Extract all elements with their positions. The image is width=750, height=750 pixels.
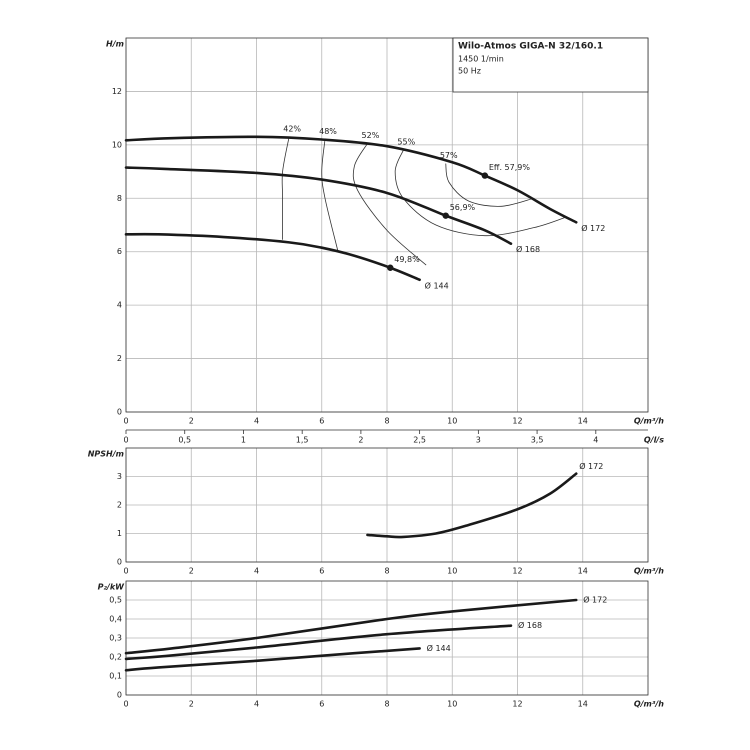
y-axis-label: NPSH/m bbox=[88, 450, 124, 459]
chart-subtitle: 1450 1/min bbox=[458, 55, 504, 64]
x-tick-label: 10 bbox=[447, 700, 457, 709]
efficiency-line bbox=[394, 150, 567, 237]
y-tick-label: 0 bbox=[117, 408, 122, 417]
x-tick-label: 6 bbox=[319, 700, 324, 709]
x2-tick-label: 0,5 bbox=[178, 436, 191, 445]
efficiency-point bbox=[387, 264, 394, 271]
curve-label: Ø 144 bbox=[425, 280, 449, 290]
x-tick-label: 0 bbox=[123, 417, 128, 426]
x-tick-label: 8 bbox=[384, 567, 389, 576]
curve-label: Ø 168 bbox=[516, 244, 540, 254]
x-axis-label: Q/m³/h bbox=[634, 700, 664, 709]
curve bbox=[124, 624, 513, 661]
curve-label: Ø 172 bbox=[579, 461, 603, 471]
x2-tick-label: 1 bbox=[241, 436, 246, 445]
efficiency-line bbox=[281, 136, 290, 240]
x2-tick-label: 4 bbox=[593, 436, 598, 445]
y-tick-label: 0 bbox=[117, 558, 122, 567]
x-tick-label: 2 bbox=[189, 567, 194, 576]
efficiency-label: 42% bbox=[283, 124, 301, 133]
y-tick-label: 8 bbox=[117, 194, 122, 203]
chart-title: Wilo-Atmos GIGA-N 32/160.1 bbox=[458, 42, 603, 52]
efficiency-label: 55% bbox=[397, 138, 415, 147]
x-tick-label: 4 bbox=[254, 700, 259, 709]
curve bbox=[366, 472, 578, 539]
x-tick-label: 12 bbox=[512, 417, 522, 426]
efficiency-point bbox=[481, 172, 489, 179]
y-tick-label: 3 bbox=[117, 472, 122, 481]
curve-label: Ø 172 bbox=[583, 595, 607, 605]
x2-tick-label: 2,5 bbox=[413, 436, 426, 445]
x-tick-label: 2 bbox=[189, 700, 194, 709]
x-tick-label: 10 bbox=[447, 567, 457, 576]
y-tick-label: 0,5 bbox=[109, 596, 122, 605]
efficiency-line bbox=[445, 163, 534, 207]
x2-tick-label: 3 bbox=[476, 436, 481, 445]
y-tick-label: 2 bbox=[117, 354, 122, 363]
y-tick-label: 0,3 bbox=[109, 634, 122, 643]
x-tick-label: 2 bbox=[189, 417, 194, 426]
x-tick-label: 0 bbox=[123, 567, 128, 576]
efficiency-line bbox=[321, 139, 339, 252]
x-tick-label: 14 bbox=[578, 700, 588, 709]
efficiency-point bbox=[442, 212, 449, 219]
y-tick-label: 1 bbox=[117, 529, 122, 538]
y-tick-label: 0,1 bbox=[109, 672, 122, 681]
y-axis-label: H/m bbox=[106, 40, 124, 49]
y-tick-label: 12 bbox=[112, 87, 122, 96]
curve bbox=[124, 166, 513, 245]
y-tick-label: 0,2 bbox=[109, 653, 122, 662]
x2-tick-label: 2 bbox=[358, 436, 363, 445]
x-tick-label: 10 bbox=[447, 417, 457, 426]
curve-label: Ø 172 bbox=[581, 223, 605, 233]
curve bbox=[124, 135, 578, 224]
x-axis-label: Q/m³/h bbox=[634, 567, 664, 576]
plot-frame bbox=[125, 37, 649, 413]
y-tick-label: 0 bbox=[117, 691, 122, 700]
x2-axis-label: Q/l/s bbox=[644, 436, 664, 445]
x-tick-label: 12 bbox=[512, 700, 522, 709]
x2-tick-label: 3,5 bbox=[531, 436, 544, 445]
efficiency-line bbox=[352, 143, 427, 266]
efficiency-point-label: 49,8% bbox=[394, 255, 420, 264]
efficiency-label: 48% bbox=[319, 127, 337, 136]
y-tick-label: 6 bbox=[117, 247, 122, 256]
plot-frame bbox=[125, 580, 649, 696]
x-tick-label: 6 bbox=[319, 567, 324, 576]
y-tick-label: 4 bbox=[117, 301, 122, 310]
title-box bbox=[452, 37, 649, 93]
plot-frame bbox=[125, 447, 649, 563]
efficiency-label: 57% bbox=[440, 151, 458, 160]
x2-tick-label: 0 bbox=[123, 436, 128, 445]
x-tick-label: 0 bbox=[123, 700, 128, 709]
y-tick-label: 10 bbox=[112, 140, 122, 149]
curve-label: Ø 144 bbox=[427, 643, 451, 653]
y-tick-label: 2 bbox=[117, 501, 122, 510]
x-tick-label: 14 bbox=[578, 417, 588, 426]
x2-tick-label: 1,5 bbox=[296, 436, 309, 445]
x-axis-label: Q/m³/h bbox=[634, 417, 664, 426]
x-tick-label: 6 bbox=[319, 417, 324, 426]
efficiency-point-label: Eff. 57,9% bbox=[489, 163, 530, 172]
curve bbox=[124, 232, 421, 282]
x-tick-label: 14 bbox=[578, 567, 588, 576]
efficiency-label: 52% bbox=[362, 131, 380, 140]
curve-label: Ø 168 bbox=[518, 620, 542, 630]
curve bbox=[124, 647, 421, 672]
x-tick-label: 8 bbox=[384, 700, 389, 709]
y-tick-label: 0,4 bbox=[109, 615, 122, 624]
x-tick-label: 4 bbox=[254, 567, 259, 576]
chart-subtitle: 50 Hz bbox=[458, 67, 481, 76]
curve bbox=[124, 598, 578, 655]
x-tick-label: 12 bbox=[512, 567, 522, 576]
efficiency-point-label: 56,9% bbox=[450, 203, 476, 212]
x-tick-label: 8 bbox=[384, 417, 389, 426]
x-tick-label: 4 bbox=[254, 417, 259, 426]
y-axis-label: P₂/kW bbox=[98, 583, 126, 592]
